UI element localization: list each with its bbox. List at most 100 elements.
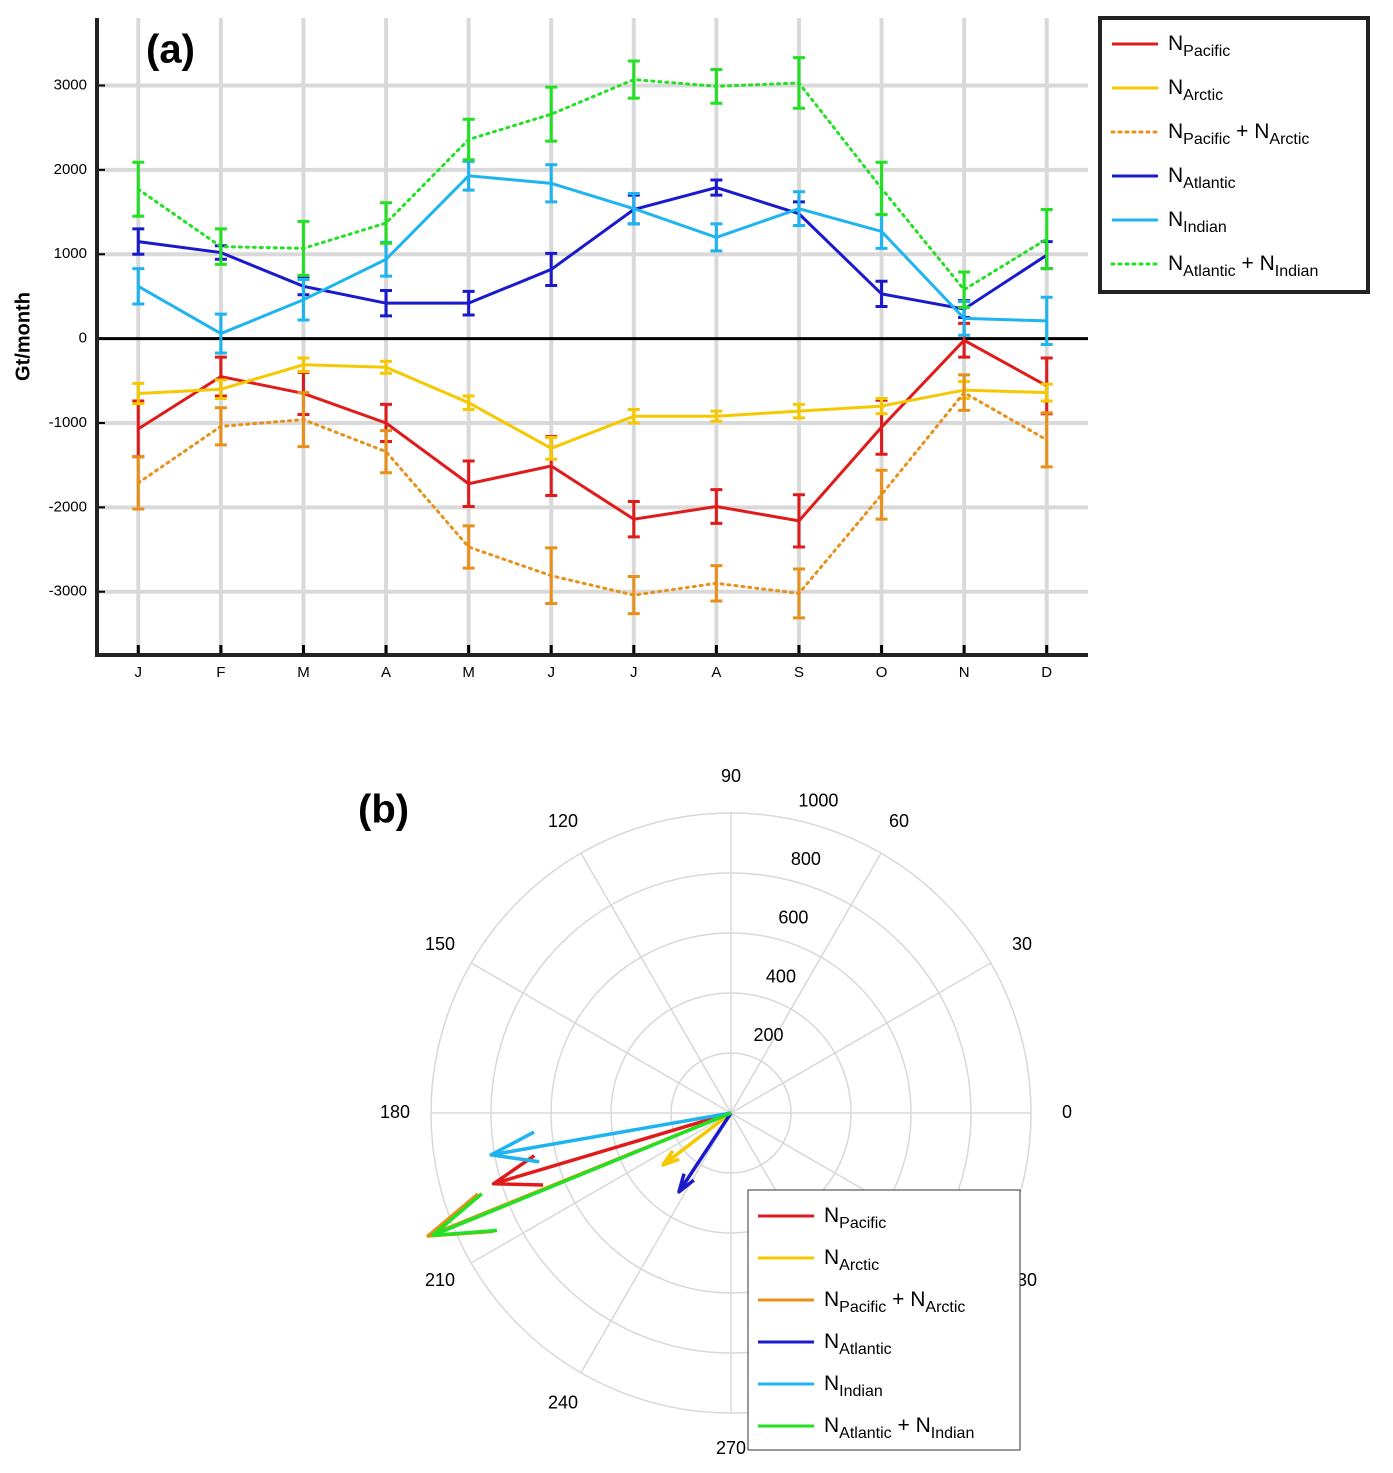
panel-label: (a) <box>146 28 195 72</box>
error-bar <box>1040 382 1053 403</box>
theta-tick-label: 120 <box>548 811 578 831</box>
theta-tick-label: 0 <box>1062 1102 1072 1122</box>
error-bar <box>380 289 393 318</box>
error-bar <box>875 279 888 309</box>
legend-label: NIndian <box>1168 208 1227 237</box>
legend-label: NPacific <box>824 1204 886 1233</box>
y-tick-label: 0 <box>79 330 87 347</box>
error-bar <box>1040 208 1053 271</box>
error-bar <box>545 546 558 606</box>
ring <box>550 932 912 1294</box>
r-tick-label: 200 <box>753 1025 783 1045</box>
error-bar <box>792 190 805 228</box>
error-bar <box>1040 411 1053 469</box>
error-bar <box>875 397 888 416</box>
arrow <box>489 1111 732 1164</box>
spoke <box>580 1112 732 1374</box>
spoke <box>470 1112 732 1264</box>
theta-tick-label: 180 <box>380 1102 410 1122</box>
theta-tick-label: 90 <box>721 766 741 786</box>
ring <box>490 872 972 1354</box>
x-tick-label: A <box>381 664 391 681</box>
y-tick-label: -3000 <box>49 583 87 600</box>
error-bar <box>380 429 393 475</box>
error-bar <box>627 499 640 539</box>
legend-label: NAtlantic + NIndian <box>1168 252 1318 281</box>
error-bar <box>710 488 723 525</box>
theta-tick-label: 270 <box>716 1438 746 1458</box>
spoke <box>470 962 732 1114</box>
x-tick-label: F <box>216 664 225 681</box>
panel-label: (b) <box>358 788 409 832</box>
theta-tick-label: 150 <box>425 934 455 954</box>
error-bar <box>792 493 805 549</box>
series-line <box>137 338 1048 523</box>
error-bar <box>875 160 888 217</box>
error-bar <box>627 191 640 226</box>
y-tick-label: 1000 <box>54 245 87 262</box>
x-tick-label: A <box>711 664 721 681</box>
legend-label: NAtlantic <box>1168 164 1236 193</box>
x-tick-label: J <box>547 664 555 681</box>
error-bar <box>627 59 640 100</box>
error-bar <box>214 378 227 401</box>
arrow <box>430 1111 732 1238</box>
error-bar <box>710 222 723 253</box>
x-tick-label: S <box>794 664 804 681</box>
x-tick-label: J <box>135 664 143 681</box>
y-tick-label: 3000 <box>54 76 87 93</box>
error-bar <box>710 409 723 423</box>
error-bar <box>792 567 805 620</box>
theta-tick-label: 60 <box>889 811 909 831</box>
legend-label: NPacific + NArctic <box>824 1288 965 1317</box>
theta-tick-label: 210 <box>425 1270 455 1290</box>
error-bar <box>792 56 805 110</box>
legend-label: NAtlantic <box>824 1330 892 1359</box>
y-tick-label: -2000 <box>49 498 87 515</box>
error-bar <box>462 159 475 192</box>
error-bar <box>627 407 640 425</box>
arrow <box>661 1111 733 1167</box>
error-bar <box>627 575 640 616</box>
spoke <box>730 962 992 1114</box>
legend-box <box>1098 16 1370 294</box>
error-bar <box>710 564 723 603</box>
error-bar <box>875 468 888 521</box>
legend-label: NAtlantic + NIndian <box>824 1414 974 1443</box>
y-axis-label: Gt/month <box>12 292 34 381</box>
r-tick-label: 800 <box>791 849 821 869</box>
error-bar <box>958 270 971 309</box>
error-bar <box>545 163 558 204</box>
spoke <box>730 852 882 1114</box>
r-tick-label: 400 <box>766 966 796 986</box>
error-bar <box>545 85 558 143</box>
error-bar <box>380 359 393 375</box>
error-bar <box>380 201 393 245</box>
error-bar <box>545 435 558 461</box>
error-bar <box>297 219 310 277</box>
error-bar <box>958 373 971 412</box>
error-bar <box>462 459 475 509</box>
arrow <box>677 1112 733 1194</box>
error-bar <box>710 67 723 105</box>
x-tick-label: M <box>462 664 475 681</box>
ring <box>610 992 852 1234</box>
series-line <box>138 186 1048 311</box>
spoke <box>580 852 732 1114</box>
error-bar <box>297 391 310 449</box>
legend-label: NArctic <box>1168 76 1223 105</box>
error-bar <box>545 251 558 287</box>
x-tick-label: M <box>297 664 310 681</box>
error-bar <box>1040 295 1053 347</box>
error-bar <box>132 455 145 511</box>
legend-label: NPacific <box>1168 32 1230 61</box>
theta-tick-label: 30 <box>1012 934 1032 954</box>
error-bar <box>132 267 145 306</box>
error-bar <box>214 406 227 447</box>
series-line <box>136 78 1049 292</box>
error-bar <box>297 278 310 322</box>
axes <box>95 18 1088 657</box>
error-bar <box>462 394 475 411</box>
